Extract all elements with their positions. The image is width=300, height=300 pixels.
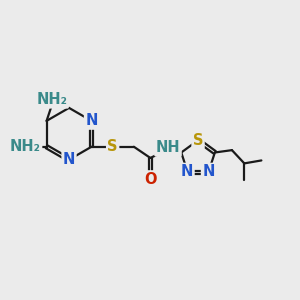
Text: NH₂: NH₂: [36, 92, 68, 107]
Text: N: N: [63, 152, 75, 167]
Text: S: S: [193, 133, 203, 148]
Text: O: O: [144, 172, 157, 187]
Text: NH: NH: [156, 140, 180, 155]
Text: S: S: [107, 139, 118, 154]
Text: NH₂: NH₂: [10, 139, 41, 154]
Text: N: N: [85, 113, 98, 128]
Text: N: N: [202, 164, 214, 179]
Text: N: N: [181, 164, 193, 179]
